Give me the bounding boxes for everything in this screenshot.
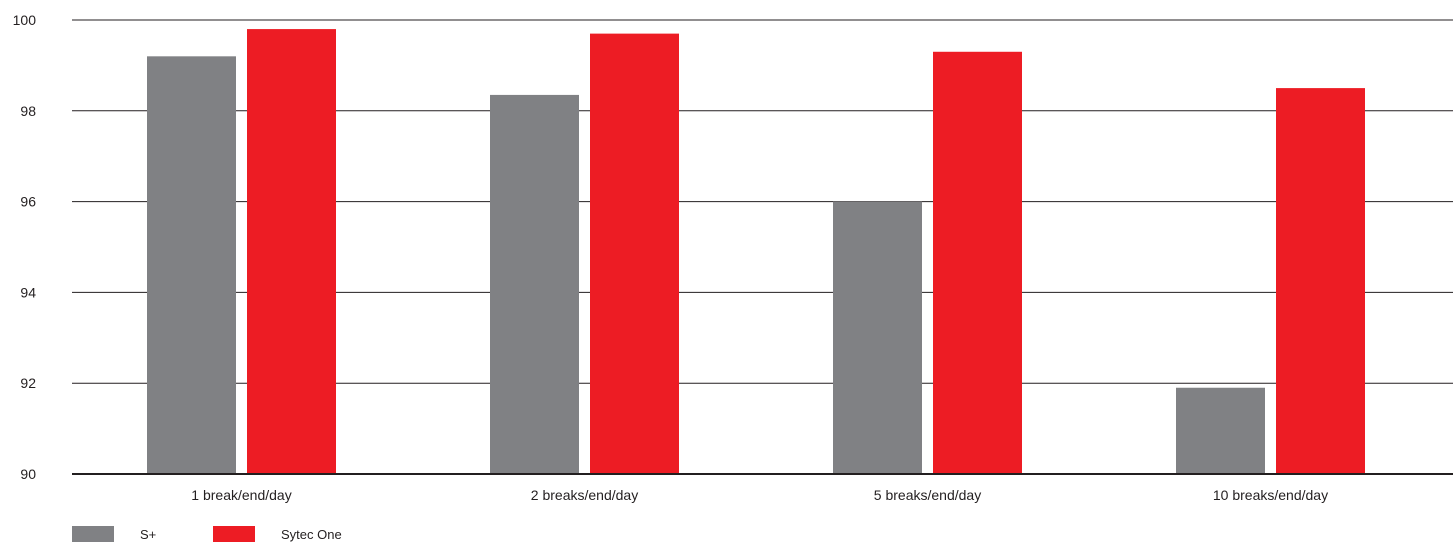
bar-s-plus [1176, 387, 1265, 474]
x-category-label: 10 breaks/end/day [1213, 487, 1328, 503]
x-category-label: 5 breaks/end/day [874, 487, 981, 503]
bar-sytec-one [247, 29, 336, 475]
bar-sytec-one [933, 51, 1022, 474]
x-category-label: 2 breaks/end/day [531, 487, 638, 503]
y-tick-label: 90 [20, 466, 36, 482]
x-category-label: 1 break/end/day [191, 487, 291, 503]
legend-swatch-s-plus [72, 526, 114, 542]
y-tick-label: 100 [13, 12, 37, 28]
bar-sytec-one [590, 33, 679, 475]
legend-swatch-sytec-one [213, 526, 255, 542]
legend: S+ Sytec One [72, 526, 342, 542]
y-tick-label: 96 [20, 194, 36, 210]
y-tick-label: 94 [20, 284, 36, 300]
y-tick-label: 92 [20, 375, 36, 391]
y-tick-label: 98 [20, 103, 36, 119]
bar-s-plus [490, 94, 579, 474]
legend-label-s-plus: S+ [140, 527, 156, 542]
bars [147, 29, 1365, 475]
x-axis-categories: 1 break/end/day 2 breaks/end/day 5 breaks/… [191, 487, 1328, 503]
bar-s-plus [147, 56, 236, 474]
bar-s-plus [833, 201, 922, 474]
y-axis-ticks: 90 92 94 96 98 100 [13, 12, 37, 482]
legend-label-sytec-one: Sytec One [281, 527, 342, 542]
bar-sytec-one [1276, 88, 1365, 474]
